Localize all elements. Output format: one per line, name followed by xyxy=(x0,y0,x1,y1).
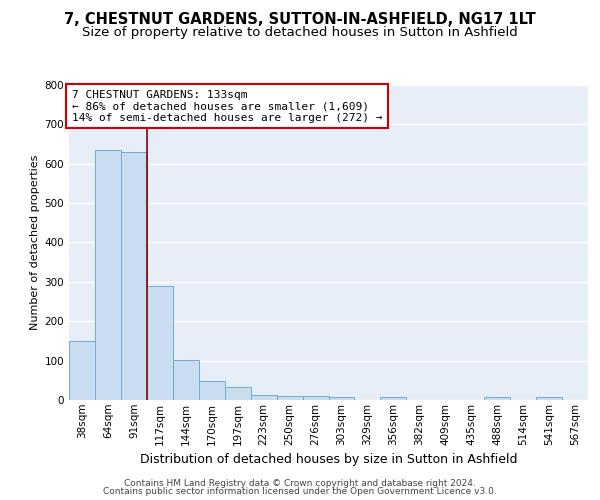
Text: 7, CHESTNUT GARDENS, SUTTON-IN-ASHFIELD, NG17 1LT: 7, CHESTNUT GARDENS, SUTTON-IN-ASHFIELD,… xyxy=(64,12,536,28)
Bar xyxy=(69,341,95,400)
Bar xyxy=(536,397,562,400)
Bar xyxy=(277,396,302,400)
Bar xyxy=(121,152,147,400)
Y-axis label: Number of detached properties: Number of detached properties xyxy=(31,155,40,330)
Bar xyxy=(199,382,224,400)
Bar xyxy=(484,397,510,400)
Bar xyxy=(380,397,406,400)
Text: 7 CHESTNUT GARDENS: 133sqm
← 86% of detached houses are smaller (1,609)
14% of s: 7 CHESTNUT GARDENS: 133sqm ← 86% of deta… xyxy=(71,90,382,123)
Text: Contains HM Land Registry data © Crown copyright and database right 2024.: Contains HM Land Registry data © Crown c… xyxy=(124,478,476,488)
Bar xyxy=(225,388,251,400)
Text: Contains public sector information licensed under the Open Government Licence v3: Contains public sector information licen… xyxy=(103,487,497,496)
Bar xyxy=(302,396,329,400)
Bar xyxy=(147,286,173,400)
X-axis label: Distribution of detached houses by size in Sutton in Ashfield: Distribution of detached houses by size … xyxy=(140,453,517,466)
Bar xyxy=(251,396,277,400)
Text: Size of property relative to detached houses in Sutton in Ashfield: Size of property relative to detached ho… xyxy=(82,26,518,39)
Bar xyxy=(173,360,199,400)
Bar xyxy=(329,397,355,400)
Bar xyxy=(95,150,121,400)
